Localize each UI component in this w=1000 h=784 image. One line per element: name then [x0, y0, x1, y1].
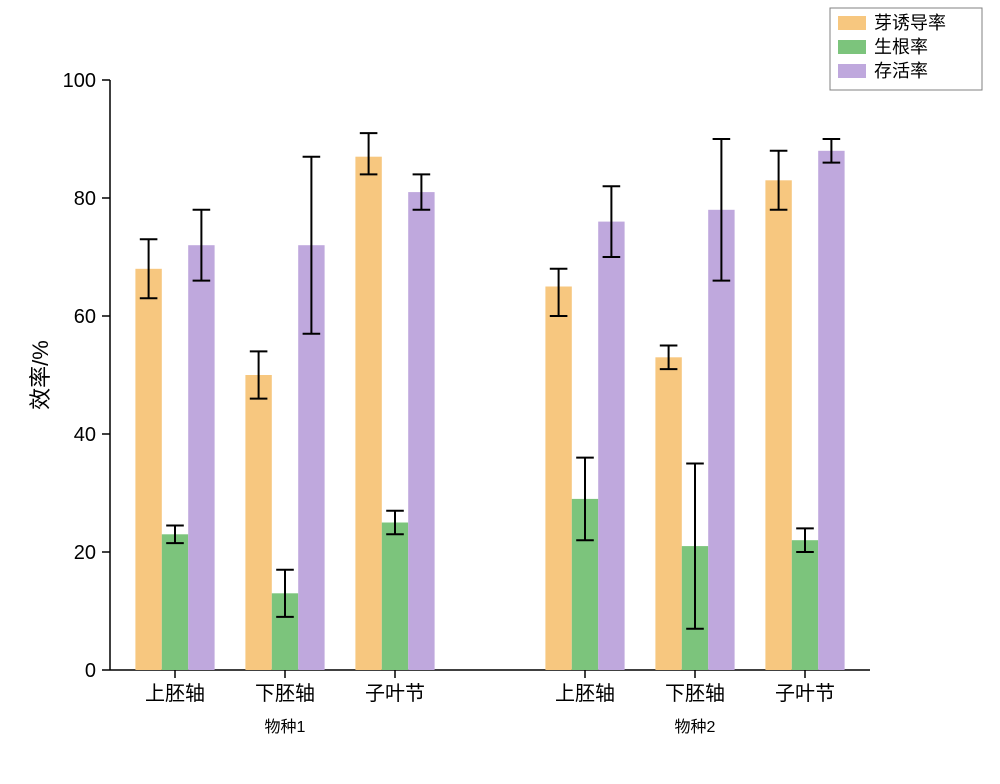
chart-container: 0 20 40 60 80 100 效率/% 上胚轴 下胚轴 子叶节 上胚轴 下胚轴 子叶节物种1 物种2…: [0, 0, 1000, 784]
category-label: 上胚轴: [555, 682, 615, 705]
y-tick-label: 20: [74, 542, 96, 564]
category-label: 下胚轴: [665, 682, 725, 705]
y-tick-label: 100: [63, 70, 96, 92]
legend-swatch: [838, 64, 866, 78]
legend-label: 生根率: [874, 37, 928, 57]
category-label: 下胚轴: [255, 682, 315, 705]
bar-s2: [382, 523, 408, 671]
legend-swatch: [838, 40, 866, 54]
bar-s3: [818, 151, 844, 670]
bar-s1: [355, 157, 381, 670]
group-label: 物种1: [265, 718, 306, 736]
legend-label: 存活率: [874, 61, 928, 81]
y-tick-label: 80: [74, 188, 96, 210]
category-label: 子叶节: [775, 682, 835, 705]
y-tick-label: 40: [74, 424, 96, 446]
legend-swatch: [838, 16, 866, 30]
bar-s3: [408, 192, 434, 670]
category-label: 子叶节: [365, 682, 425, 705]
legend-label: 芽诱导率: [874, 13, 946, 33]
bar-s1: [765, 180, 791, 670]
bar-s3: [188, 245, 214, 670]
bar-s1: [655, 357, 681, 670]
bar-s2: [162, 534, 188, 670]
bar-s1: [135, 269, 161, 670]
y-axis-label: 效率/%: [28, 340, 53, 410]
bar-s3: [598, 222, 624, 670]
y-tick-label: 60: [74, 306, 96, 328]
bar-s1: [545, 287, 571, 671]
bar-s2: [792, 540, 818, 670]
chart-svg: 0 20 40 60 80 100 效率/% 上胚轴 下胚轴 子叶节 上胚轴 下胚轴 子叶节物种1 物种2…: [0, 0, 1000, 784]
group-label: 物种2: [675, 718, 716, 736]
bar-s1: [245, 375, 271, 670]
y-tick-label: 0: [85, 660, 96, 682]
category-label: 上胚轴: [145, 682, 205, 705]
